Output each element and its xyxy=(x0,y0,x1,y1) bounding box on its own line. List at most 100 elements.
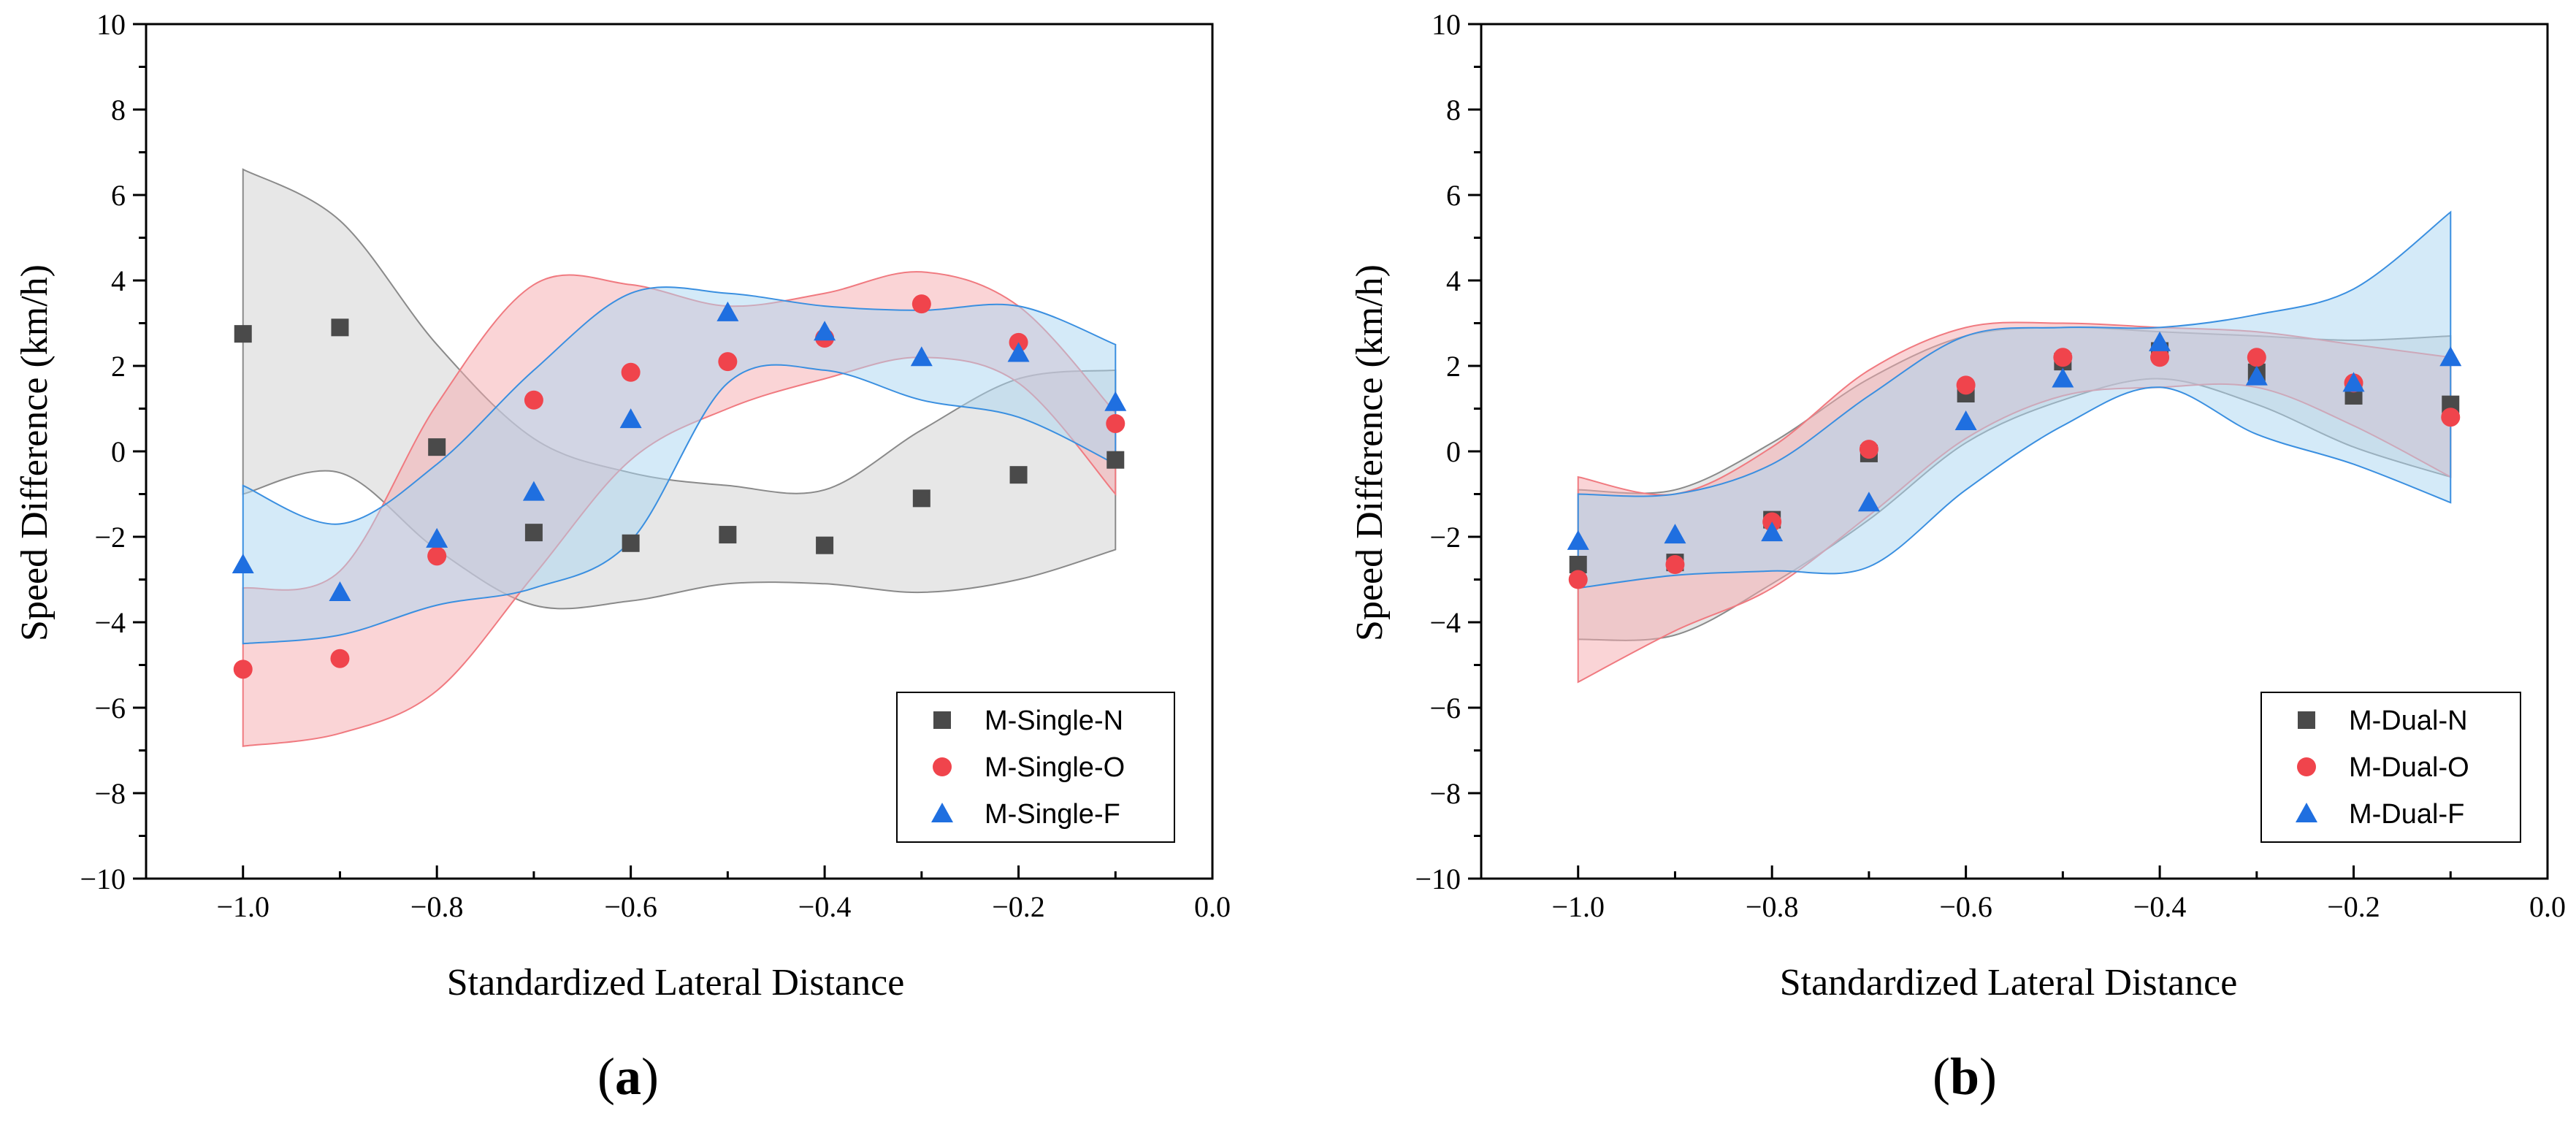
x-tick-label: −1.0 xyxy=(1551,890,1605,923)
point-M-Dual-O xyxy=(2150,348,2170,367)
legend-b: M-Dual-N M-Dual-O M-Dual-F xyxy=(2260,692,2521,843)
x-tick-label: 0.0 xyxy=(1194,890,1231,923)
y-tick-label: 8 xyxy=(1446,93,1461,126)
x-tick-label: −0.4 xyxy=(2133,890,2187,923)
panel-label-b: (b) xyxy=(1933,1047,1997,1106)
point-M-Dual-F xyxy=(1857,492,1880,512)
legend-label: M-Single-N xyxy=(985,706,1123,736)
y-tick-label: 4 xyxy=(1446,264,1461,297)
legend-marker-M-Single-N xyxy=(933,711,951,729)
y-axis-title-b: Speed Difference (km/h) xyxy=(1349,264,1391,641)
point-M-Dual-F xyxy=(2052,367,2074,388)
point-M-Single-F xyxy=(910,346,933,367)
data-points-a xyxy=(232,294,1127,679)
y-tick-label: −8 xyxy=(94,777,126,810)
confidence-bands-a xyxy=(242,168,1117,747)
band-M-Dual-F xyxy=(1577,210,2452,589)
point-M-Dual-F xyxy=(1954,410,1977,431)
x-tick-label: −0.8 xyxy=(410,890,464,923)
point-M-Dual-F xyxy=(2149,331,2171,351)
point-M-Single-N xyxy=(1107,451,1125,469)
x-tick-label: 0.0 xyxy=(2529,890,2566,923)
point-M-Single-F xyxy=(814,321,836,341)
point-M-Dual-F xyxy=(2245,365,2268,386)
y-tick-label: 8 xyxy=(111,93,126,126)
ticks-a: −1.0 −0.8 −0.6 −0.4 −0.2 0.0 −10 −8 −6 −4 −2 0 2 4 6 8 1… xyxy=(80,8,1231,923)
point-M-Single-F xyxy=(329,581,351,602)
y-tick-label: −6 xyxy=(94,692,126,725)
y-tick-label: 0 xyxy=(1446,435,1461,468)
legend-label: M-Single-O xyxy=(985,752,1125,783)
point-M-Single-F xyxy=(1104,391,1127,411)
y-tick-label: 0 xyxy=(111,435,126,468)
confidence-bands-b xyxy=(1577,210,2452,684)
y-tick-label: −4 xyxy=(1429,606,1461,639)
legend-marker-M-Single-O xyxy=(933,757,952,776)
point-M-Single-F xyxy=(1007,342,1030,362)
point-M-Single-F xyxy=(716,301,739,321)
point-M-Dual-O xyxy=(2053,348,2073,367)
point-M-Single-N xyxy=(719,526,737,544)
point-M-Single-O xyxy=(621,362,641,382)
point-M-Single-O xyxy=(233,660,253,679)
point-M-Single-F xyxy=(426,527,448,548)
point-M-Dual-O xyxy=(2247,348,2266,367)
point-M-Single-F xyxy=(522,481,545,501)
x-tick-label: −0.6 xyxy=(604,890,657,923)
y-tick-label: −10 xyxy=(1415,863,1461,895)
point-M-Dual-O xyxy=(1665,555,1685,575)
y-tick-label: 6 xyxy=(111,179,126,212)
panel-b: −1.0 −0.8 −0.6 −0.4 −0.2 0.0 −10 −8 −6 −4 −2 0 2 4 6 8 1… xyxy=(1349,8,2566,1106)
x-tick-label: −0.2 xyxy=(992,890,1045,923)
point-M-Single-O xyxy=(524,390,543,410)
legend-a: M-Single-N M-Single-O M-Single-F xyxy=(896,692,1175,843)
legend-marker-M-Dual-O xyxy=(2297,757,2316,776)
point-M-Single-N xyxy=(816,536,834,554)
y-tick-label: −4 xyxy=(94,606,126,639)
legend-marker-M-Single-F xyxy=(931,803,953,822)
point-M-Dual-F xyxy=(2342,372,2365,392)
legend-marker-M-Dual-F xyxy=(2296,803,2317,822)
point-M-Dual-O xyxy=(1956,375,1976,395)
y-tick-label: −10 xyxy=(80,863,126,895)
y-tick-label: −6 xyxy=(1429,692,1461,725)
y-tick-label: 2 xyxy=(111,350,126,383)
point-M-Dual-O xyxy=(1859,440,1879,459)
panel-a: −1.0 −0.8 −0.6 −0.4 −0.2 0.0 −10 −8 −6 −4 −2 0 2 4 6 8 1… xyxy=(14,8,1231,1106)
x-tick-label: −0.4 xyxy=(798,890,852,923)
point-M-Single-O xyxy=(330,649,350,668)
y-tick-label: 10 xyxy=(1432,8,1461,41)
point-M-Single-N xyxy=(428,438,446,456)
panel-label-letter-a: a xyxy=(615,1047,641,1106)
ticks-b: −1.0 −0.8 −0.6 −0.4 −0.2 0.0 −10 −8 −6 −4 −2 0 2 4 6 8 1… xyxy=(1415,8,2566,923)
y-tick-label: 2 xyxy=(1446,350,1461,383)
x-tick-label: −0.6 xyxy=(1939,890,1992,923)
y-axis-title-a: Speed Difference (km/h) xyxy=(14,264,56,641)
y-tick-label: 10 xyxy=(96,8,126,41)
x-tick-label: −1.0 xyxy=(216,890,270,923)
y-tick-label: 6 xyxy=(1446,179,1461,212)
point-M-Dual-F xyxy=(2439,346,2462,367)
y-tick-label: −2 xyxy=(1429,521,1461,554)
x-tick-label: −0.8 xyxy=(1746,890,1799,923)
legend-label: M-Dual-F xyxy=(2349,799,2464,830)
point-M-Dual-O xyxy=(1568,570,1588,589)
point-M-Single-F xyxy=(619,408,642,429)
point-M-Single-N xyxy=(524,524,543,542)
legend-marker-M-Dual-N xyxy=(2298,711,2315,729)
y-tick-label: −8 xyxy=(1429,777,1461,810)
panel-label-a: (a) xyxy=(597,1047,659,1106)
point-M-Dual-F xyxy=(1664,524,1686,544)
x-tick-label: −0.2 xyxy=(2327,890,2380,923)
point-M-Single-O xyxy=(911,294,931,314)
panel-label-letter-b: b xyxy=(1950,1047,1979,1106)
point-M-Single-N xyxy=(331,318,349,337)
x-axis-title-b: Standardized Lateral Distance xyxy=(1780,962,2238,1003)
point-M-Single-N xyxy=(1009,466,1028,484)
legend-label: M-Dual-N xyxy=(2349,706,2468,736)
x-axis-title-a: Standardized Lateral Distance xyxy=(447,962,905,1003)
point-M-Single-N xyxy=(912,489,930,508)
legend-label: M-Dual-O xyxy=(2349,752,2469,783)
point-M-Single-O xyxy=(1106,413,1125,433)
